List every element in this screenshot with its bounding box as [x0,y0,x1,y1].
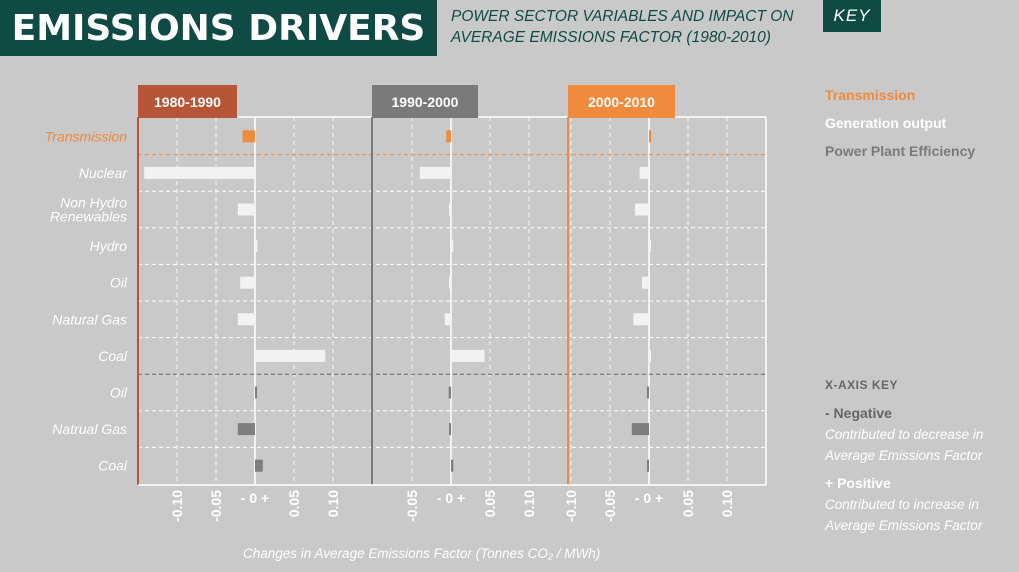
panel-header-3 [568,85,675,118]
bar-1-7 [255,349,326,362]
subtitle-line-1: POWER SECTOR VARIABLES AND IMPACT ON [451,8,794,25]
bar-1-5 [240,276,255,289]
bar-2-1 [446,130,451,143]
category-label-3: Renewables [50,209,127,225]
legend-power-plant-efficiency: Power Plant Efficiency [825,143,976,159]
subtitle: POWER SECTOR VARIABLES AND IMPACT ON AVE… [451,6,821,48]
panel-label-1: 1980-1990 [154,94,221,110]
bar-2-8 [448,386,451,399]
tick-label-2-4: 0.05 [482,490,498,517]
x-axis-key-positive-desc: Contributed to increase in Average Emiss… [825,497,983,533]
bar-3-7 [649,349,651,362]
bar-1-9 [237,423,255,436]
category-label-1: Transmission [45,128,127,144]
category-label-8: Oil [110,385,128,401]
bar-1-4 [255,240,258,253]
x-axis-title: Changes in Average Emissions Factor (Ton… [243,546,601,561]
category-label-9: Natrual Gas [52,421,127,437]
page-title: EMISSIONS DRIVERS [0,0,437,56]
bar-3-10 [647,459,649,472]
bar-1-2 [144,166,255,179]
legend-transmission: Transmission [825,87,916,103]
bar-3-5 [641,276,649,289]
category-label-6: Natural Gas [52,311,127,327]
bar-2-2 [419,166,451,179]
tick-label-1-4: 0.05 [286,490,302,517]
subtitle-line-2: AVERAGE EMISSIONS FACTOR (1980-2010) [451,29,771,46]
bar-2-6 [444,313,451,326]
bar-2-5 [449,276,451,289]
bar-2-7 [451,349,485,362]
tick-label-3-4: 0.05 [680,490,696,517]
bar-1-8 [255,386,257,399]
category-label-4: Hydro [90,238,128,254]
tick-label-1-1: -0.10 [169,490,185,522]
tick-label-2-2: -0.05 [404,490,420,522]
x-axis-key-negative-desc: Contributed to decrease in Average Emiss… [825,427,984,463]
tick-label-3-2: -0.05 [602,490,618,522]
bar-3-2 [639,166,649,179]
tick-label-3-3: - 0 + [635,490,663,506]
tick-label-2-5: 0.10 [521,490,537,517]
bar-3-4 [649,240,651,253]
key-button[interactable]: KEY [823,0,881,32]
panel-label-3: 2000-2010 [588,94,655,110]
x-axis-key-positive: + Positive [825,475,891,491]
bar-3-1 [649,130,651,143]
bar-3-6 [633,313,649,326]
bar-1-6 [237,313,255,326]
category-label-2: Nuclear [79,165,129,181]
x-axis-key-title: X-AXIS KEY [825,378,899,392]
tick-label-1-5: 0.10 [325,490,341,517]
bar-2-3 [449,203,451,216]
x-axis-key-negative: - Negative [825,405,892,421]
bar-3-3 [634,203,649,216]
category-label-5: Oil [110,275,128,291]
panel-label-2: 1990-2000 [392,94,459,110]
bar-1-1 [242,130,255,143]
tick-label-1-3: - 0 + [241,490,269,506]
bar-2-10 [451,459,454,472]
bar-1-3 [237,203,255,216]
legend-generation-output: Generation output [825,115,947,131]
bar-3-9 [631,423,649,436]
tick-label-1-2: -0.05 [208,490,224,522]
category-label-7: Coal [98,348,128,364]
bar-2-4 [451,240,454,253]
panel-header-2 [372,85,478,118]
tick-label-3-1: -0.10 [563,490,579,522]
panel-header-1 [138,85,237,118]
bar-2-9 [449,423,451,436]
category-label-10: Coal [98,458,128,474]
tick-label-2-3: - 0 + [437,490,465,506]
category-label-3: Non Hydro [60,195,127,211]
bar-3-8 [647,386,649,399]
tick-label-3-5: 0.10 [719,490,735,517]
bar-1-10 [255,459,263,472]
